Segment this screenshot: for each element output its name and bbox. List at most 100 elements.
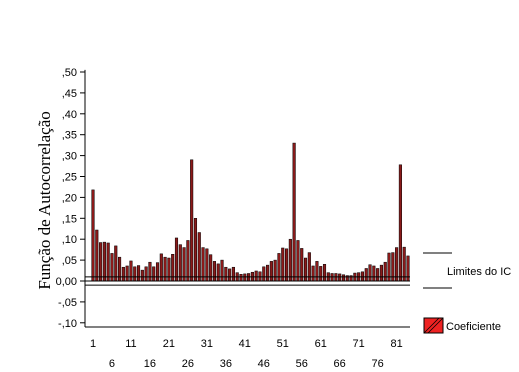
acf-bar bbox=[102, 241, 106, 282]
acf-bar bbox=[224, 266, 228, 282]
acf-bar bbox=[118, 256, 122, 282]
acf-bar bbox=[106, 242, 110, 282]
acf-bar bbox=[368, 264, 372, 282]
acf-bar bbox=[205, 248, 209, 282]
acf-bar bbox=[262, 266, 266, 282]
legend-coef-hatch-2 bbox=[427, 317, 444, 334]
x-tick-label: 41 bbox=[239, 338, 251, 350]
acf-bar bbox=[341, 274, 346, 282]
acf-bar bbox=[152, 266, 156, 282]
x-tick-label: 26 bbox=[182, 358, 194, 370]
x-tick-label: 21 bbox=[163, 338, 175, 350]
acf-bar bbox=[402, 246, 406, 282]
y-tick-label: ,25 bbox=[62, 172, 77, 184]
acf-bar bbox=[193, 218, 198, 282]
acf-bar bbox=[303, 257, 308, 282]
acf-bar bbox=[273, 259, 277, 282]
acf-bar bbox=[379, 264, 383, 282]
acf-bar bbox=[398, 164, 402, 282]
x-tick-label: 6 bbox=[109, 358, 115, 370]
y-tick-labels: ,50 ,45 ,40 ,35 ,30 ,25 ,20 ,15 ,10 ,05 0,00 -,05 -,… bbox=[56, 67, 85, 330]
y-tick-label: ,20 bbox=[62, 192, 77, 204]
acf-bar bbox=[114, 245, 118, 282]
acf-bar bbox=[182, 247, 186, 282]
y-tick-label: ,45 bbox=[62, 88, 77, 100]
acf-bar bbox=[300, 248, 304, 282]
acf-bar bbox=[311, 265, 315, 282]
y-tick-label: ,15 bbox=[62, 213, 77, 225]
legend-limits-label: Limites do IC bbox=[447, 266, 511, 278]
acf-bar bbox=[212, 261, 216, 282]
x-tick-label: 11 bbox=[125, 338, 136, 350]
acf-bar bbox=[197, 232, 201, 282]
x-tick-label: 71 bbox=[353, 338, 365, 350]
y-tick-label: 0,00 bbox=[56, 276, 77, 288]
acf-bar bbox=[254, 270, 258, 282]
acf-bar bbox=[285, 248, 289, 282]
bars-group bbox=[91, 142, 410, 282]
acf-bar bbox=[121, 266, 125, 282]
acf-bar bbox=[91, 189, 95, 282]
legend-coef-label: Coeficiente bbox=[446, 321, 501, 333]
x-tick-label: 36 bbox=[220, 358, 232, 370]
x-tick-label: 61 bbox=[315, 338, 327, 350]
acf-bar bbox=[99, 242, 103, 282]
y-tick-label: ,30 bbox=[62, 151, 77, 163]
x-tick-label: 51 bbox=[277, 338, 289, 350]
acf-bar bbox=[220, 259, 224, 282]
y-tick-label: -,05 bbox=[58, 297, 77, 309]
x-tick-label: 31 bbox=[201, 338, 213, 350]
y-tick-label: -,10 bbox=[58, 318, 77, 330]
y-tick-label: ,35 bbox=[62, 130, 77, 142]
acf-bar bbox=[190, 159, 194, 282]
acf-bar bbox=[174, 237, 179, 282]
acf-bar bbox=[288, 238, 292, 282]
y-tick-label: ,50 bbox=[62, 67, 77, 79]
x-tick-label: 16 bbox=[144, 358, 156, 370]
acf-bar bbox=[201, 247, 205, 282]
acf-bar bbox=[136, 265, 141, 282]
legend-coef-hatch-1 bbox=[423, 317, 440, 334]
acf-bar bbox=[319, 266, 323, 282]
acf-bar bbox=[125, 265, 129, 282]
acf-bar bbox=[95, 229, 99, 282]
acf-bar bbox=[266, 264, 270, 282]
acf-bar bbox=[239, 274, 243, 282]
acf-bar bbox=[216, 263, 220, 282]
legend-coef-swatch bbox=[423, 317, 444, 334]
acf-bar bbox=[148, 261, 152, 282]
acf-bar bbox=[315, 261, 319, 282]
acf-bar bbox=[140, 269, 144, 282]
y-tick-label: ,10 bbox=[62, 234, 77, 246]
acf-bar bbox=[228, 268, 232, 282]
y-tick-label: ,05 bbox=[62, 255, 77, 267]
acf-bar bbox=[129, 260, 133, 282]
acf-bar bbox=[269, 261, 273, 282]
acf-bar bbox=[155, 262, 160, 282]
acf-bar bbox=[231, 266, 235, 282]
acf-bar bbox=[281, 247, 285, 282]
x-tick-label: 56 bbox=[296, 358, 308, 370]
acf-bar bbox=[243, 273, 247, 282]
y-tick-label: ,40 bbox=[62, 109, 77, 121]
acf-bar bbox=[292, 142, 296, 282]
x-tick-label: 81 bbox=[390, 338, 402, 350]
acf-bar bbox=[383, 261, 387, 282]
x-tick-label: 66 bbox=[334, 358, 346, 370]
x-tick-labels: 1 11 21 31 41 51 61 71 816 16 26 36 46 56 66 76 bbox=[90, 338, 403, 370]
acf-bar bbox=[186, 240, 190, 282]
x-tick-label: 1 bbox=[90, 338, 96, 350]
acf-bar bbox=[133, 266, 137, 282]
axes-group bbox=[84, 69, 410, 328]
acf-bar bbox=[163, 256, 167, 282]
x-tick-label: 46 bbox=[258, 358, 270, 370]
acf-bar bbox=[167, 257, 171, 282]
confidence-limits bbox=[85, 276, 410, 286]
acf-bar bbox=[144, 266, 148, 282]
acf-bar bbox=[338, 273, 342, 282]
acf-bar bbox=[296, 240, 300, 282]
acf-bar bbox=[178, 244, 182, 282]
acf-bar bbox=[372, 265, 376, 282]
acf-bar bbox=[322, 264, 327, 282]
